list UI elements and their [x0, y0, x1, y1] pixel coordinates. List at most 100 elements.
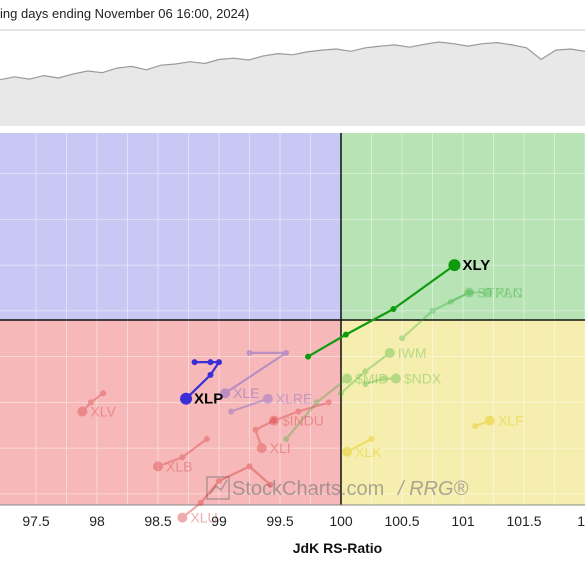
series-label: $MID: [355, 371, 388, 387]
series-tail-point: [267, 481, 274, 488]
benchmark-sparkline-panel: [0, 29, 585, 126]
sparkline-area: [0, 42, 585, 126]
x-tick-label: 99.5: [266, 513, 293, 529]
series-xlb: XLB: [153, 435, 210, 474]
series-tail-line: [474, 419, 491, 428]
center-axes: [0, 133, 585, 506]
series-label: XLC: [495, 285, 522, 301]
x-tick-labels: 97.5 98 98.5 99 99.5 100 100.5 101 101.5 10: [22, 513, 585, 529]
series-label: $NDX: [404, 371, 442, 387]
series-tail-line: [340, 352, 391, 395]
series-label: XLV: [90, 404, 116, 420]
x-axis-label: JdK RS-Ratio: [292, 540, 383, 556]
quadrant-backgrounds: [0, 133, 585, 505]
series-label: XLRE: [276, 391, 313, 407]
series-stpan: STPAN: [399, 285, 523, 342]
series-tail-line: [346, 438, 373, 453]
series-tail-line: [224, 351, 290, 395]
series-xlre: XLRE: [228, 391, 312, 415]
series-head-point: [177, 512, 188, 523]
series-label: XLP: [194, 391, 223, 408]
series-tail-point: [283, 435, 290, 442]
series-xly: XLY: [305, 257, 490, 360]
series-head-point: [342, 373, 353, 384]
series-tail-point: [246, 463, 253, 470]
x-tick-label: 98: [89, 513, 105, 529]
series-tail-point: [368, 435, 375, 442]
series-tail-line: [285, 377, 348, 440]
series-tail-line: [401, 291, 470, 340]
series-tail-point: [270, 417, 277, 424]
series-head-point: [342, 446, 353, 457]
series-tail-point: [228, 408, 235, 415]
series-label: XLE: [233, 385, 259, 401]
series-tail-point: [87, 399, 94, 406]
series-head-point: [180, 392, 193, 405]
quadrant-improving: [0, 133, 341, 320]
series-tail-point: [380, 375, 387, 382]
series-tail-point: [429, 307, 436, 314]
x-tick-label: 97.5: [22, 513, 49, 529]
series-xlu: XLU: [177, 463, 274, 526]
series-tail-point: [283, 349, 290, 356]
series-label: XLF: [498, 413, 524, 429]
watermark-suffix: / RRG®: [396, 478, 469, 500]
series-label: XLY: [462, 257, 490, 274]
series-head-point: [464, 287, 475, 298]
series-head-point: [262, 393, 273, 404]
series-head-point: [153, 461, 163, 472]
series-head-point: [390, 373, 401, 384]
series-tail-point: [325, 399, 332, 406]
series-iwm: IWM: [338, 345, 427, 397]
series-xle: XLE: [220, 349, 290, 401]
series-tail-point: [179, 454, 186, 461]
series-xlc: XLC: [447, 285, 523, 305]
series-mid: $MID: [283, 371, 389, 442]
series-xlk: XLK: [342, 435, 382, 460]
x-tick-label: 98.5: [144, 513, 171, 529]
series-tail-point: [399, 335, 405, 342]
series-label: XLI: [270, 440, 291, 456]
series-tail-line: [254, 419, 275, 449]
series-tail-point: [362, 381, 369, 388]
series-tail-line: [365, 377, 396, 386]
series-tail-point: [207, 359, 214, 366]
series-tail-point: [203, 435, 210, 442]
series-tail-point: [252, 426, 259, 433]
chart-header: ing days ending November 06 16:00, 2024): [0, 0, 585, 28]
series-label: STPAN: [477, 285, 523, 301]
series-tail-point: [197, 500, 204, 506]
series-tail-line: [181, 465, 271, 519]
series-head-point: [220, 388, 231, 399]
x-tick-label: 99: [211, 513, 227, 529]
series-tail-point: [342, 331, 349, 338]
series-tail-point: [295, 408, 302, 415]
series-tail-line: [273, 401, 330, 422]
series-head-point: [256, 443, 267, 454]
series-xlv: XLV: [77, 390, 116, 420]
watermark-brand: StockCharts.com: [232, 478, 384, 500]
series-tail-line: [81, 392, 104, 413]
series-tail-point: [338, 390, 344, 397]
series-tail-point: [100, 390, 107, 397]
series-tail-point: [305, 353, 312, 360]
series-head-point: [448, 259, 461, 272]
series-tail-point: [362, 368, 369, 375]
series-tail-point: [313, 399, 320, 406]
series-tail-point: [246, 349, 253, 356]
series-tail-point: [466, 289, 473, 296]
series-xli: XLI: [252, 417, 291, 456]
series-head-point: [482, 287, 493, 298]
series-head-point: [77, 406, 88, 417]
x-tick-label: 101.5: [506, 513, 541, 529]
sparkline-line: [0, 41, 585, 81]
series-label: XLB: [166, 458, 192, 474]
series-label: XLK: [355, 444, 382, 460]
series-head-point: [384, 347, 395, 358]
series-label: $INDU: [282, 413, 324, 429]
watermark: StockCharts.com / RRG®: [206, 476, 469, 500]
x-tick-label: 101: [451, 513, 475, 529]
series-tail-point: [191, 359, 198, 366]
chart-header-title: ing days ending November 06 16:00, 2024): [0, 6, 250, 21]
